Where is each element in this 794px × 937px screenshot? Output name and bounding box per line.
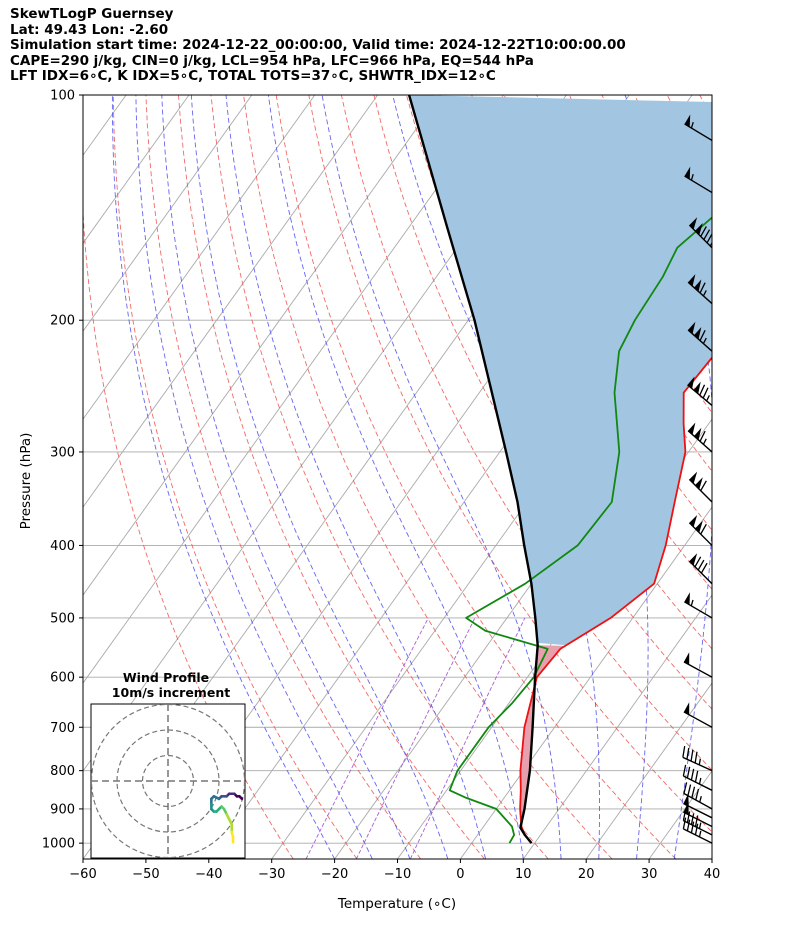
wind-barb [682,746,712,772]
x-tick-label: 0 [456,867,464,882]
wind-barb [688,515,712,546]
x-tick-label: −30 [258,867,285,882]
dry-adiabat [699,95,712,119]
x-tick-label: 40 [704,867,721,882]
parcel-line [407,95,539,844]
dry-adiabat [732,95,794,859]
dry-adiabat [275,95,677,859]
isotherm-line [460,506,712,859]
isotherm-line [83,95,316,420]
y-tick-label: 800 [50,764,75,779]
wind-barb [684,592,712,619]
isotherm-line [711,858,712,859]
dry-adiabat [308,95,712,833]
moist-adiabat [392,95,600,859]
isotherm-line [83,95,190,244]
moist-adiabat [225,95,487,859]
y-tick-label: 900 [50,802,75,817]
dry-adiabat [373,95,712,710]
upper-shaded-area [409,95,712,646]
x-axis-label: Temperature (∘C) [337,896,456,912]
isotherm-line [83,95,441,596]
dry-adiabat [340,95,712,771]
isotherm-line [775,95,794,859]
chart-title: SkewTLogP Guernsey [10,6,174,22]
wind-barb [684,166,712,194]
x-tick-label: −40 [195,867,222,882]
dry-adiabat [145,95,422,859]
hodograph: Wind Profile 10m/s increment [90,670,246,859]
y-tick-label: 300 [50,445,75,460]
mixing-ratio-line [409,617,526,859]
wind-barb [688,553,712,585]
isotherm-line [83,95,504,684]
y-tick-label: 100 [50,89,75,104]
y-tick-label: 200 [50,314,75,329]
x-tick-label: −50 [132,867,159,882]
mixing-ratio-line [305,617,429,859]
y-tick-label: 500 [50,611,75,626]
profiles [407,95,712,844]
x-tick-label: −20 [321,867,348,882]
hodograph-subtitle: 10m/s increment [112,685,230,700]
y-tick-label: 1000 [42,837,75,852]
wind-barb [683,782,712,810]
y-axis-label: Pressure (hPa) [18,433,34,530]
x-tick-label: 30 [641,867,658,882]
dry-adiabat [178,95,485,859]
moist-adiabat [321,95,562,859]
dewpoint-line [448,216,712,844]
dry-adiabat [765,95,794,859]
wind-barb [688,471,712,503]
moist-adiabat [135,95,373,859]
moist-adiabat [267,95,524,859]
axis-ticks: −60 −50 −40 −30 −20 −10 0 10 20 30 40 100 200 300 400 5… [42,89,720,883]
temperature-line [519,356,712,844]
moist-adiabat [190,95,449,859]
wind-barb [687,376,712,406]
wind-barb [687,274,712,305]
wind-barb [688,217,712,249]
isotherm-line [83,95,253,332]
mixing-ratio-line [355,617,476,859]
time-line: Simulation start time: 2024-12-22_00:00:… [10,37,626,53]
wind-barb [710,95,712,96]
x-tick-label: −60 [69,867,96,882]
wind-barb [682,817,712,844]
isotherm-line [522,594,712,859]
moist-adiabat [111,95,336,859]
dry-adiabat [210,95,549,859]
dry-adiabat [112,95,358,859]
moist-adiabat [161,95,411,859]
dry-adiabat [243,95,613,859]
y-tick-label: 700 [50,721,75,736]
isotherm-line [83,95,379,508]
cape-line: CAPE=290 j/kg, CIN=0 j/kg, LCL=954 hPa, … [10,52,534,69]
wind-barb [687,321,712,352]
wind-barb [683,652,712,678]
dry-adiabat [536,95,712,414]
chart-header: SkewTLogP Guernsey Lat: 49.43 Lon: -2.60… [10,6,626,85]
cape-shading [409,95,712,835]
wind-barb [682,764,712,791]
cape-area [520,645,566,835]
wind-barbs [682,95,712,844]
x-tick-label: 10 [515,867,532,882]
y-tick-label: 600 [50,671,75,686]
y-tick-label: 400 [50,539,75,554]
wind-barb [683,793,712,819]
hodograph-title: Wind Profile [123,670,209,685]
x-tick-label: −10 [384,867,411,882]
location-line: Lat: 49.43 Lon: -2.60 [10,21,169,38]
wind-barb [687,422,712,453]
moist-adiabat [711,856,712,859]
wind-barb [684,114,712,142]
index-line: LFT IDX=6∘C, K IDX=5∘C, TOTAL TOTS=37∘C,… [10,68,496,84]
hodograph-ring [91,704,245,858]
isotherm-line [585,682,712,859]
wind-barb [683,702,712,728]
x-tick-label: 20 [578,867,595,882]
